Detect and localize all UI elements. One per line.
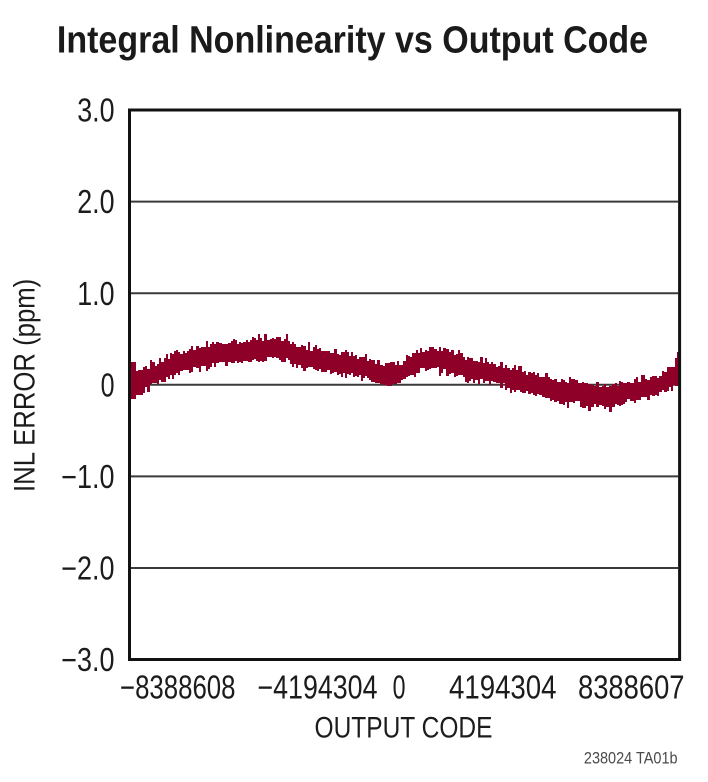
svg-text:−4194304: −4194304 <box>258 669 378 706</box>
svg-text:−8388608: −8388608 <box>120 669 236 706</box>
svg-text:OUTPUT CODE: OUTPUT CODE <box>315 711 493 744</box>
svg-text:2.0: 2.0 <box>77 183 114 220</box>
svg-text:−3.0: −3.0 <box>61 641 114 678</box>
svg-text:Integral Nonlinearity vs Outpu: Integral Nonlinearity vs Output Code <box>57 19 648 61</box>
svg-text:−1.0: −1.0 <box>61 458 114 495</box>
svg-text:INL ERROR (ppm): INL ERROR (ppm) <box>8 279 41 492</box>
svg-text:8388607: 8388607 <box>578 669 685 706</box>
svg-text:0: 0 <box>101 366 115 403</box>
svg-text:4194304: 4194304 <box>449 669 557 706</box>
svg-text:3.0: 3.0 <box>77 92 114 129</box>
svg-text:1.0: 1.0 <box>77 275 114 312</box>
svg-text:238024 TA01b: 238024 TA01b <box>584 749 678 768</box>
svg-text:0: 0 <box>393 669 406 706</box>
svg-text:−2.0: −2.0 <box>61 550 114 587</box>
